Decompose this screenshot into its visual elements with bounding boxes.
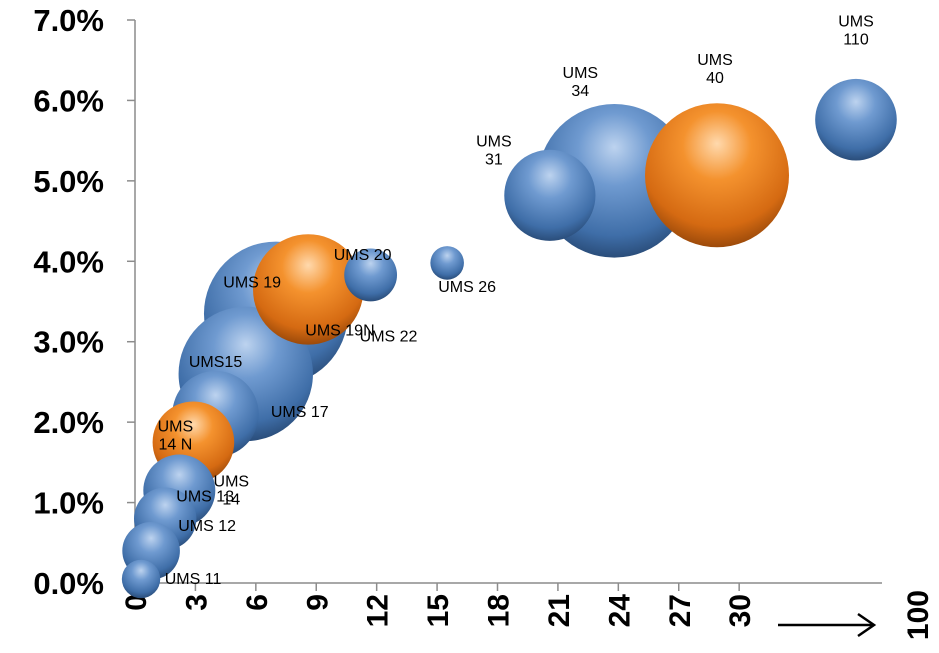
x-ticks: 0 3 6 9 12 15 18 21 24 27 30	[120, 583, 757, 627]
y-tick-label: 1.0%	[33, 486, 104, 521]
bubble-label: UMS 17	[271, 404, 329, 421]
bubble-label: UMS	[838, 14, 874, 31]
x-tick-label: 15	[422, 594, 455, 627]
x-axis-end-label: 100	[902, 590, 935, 640]
axis-continuation-arrow	[778, 612, 877, 638]
x-tick-label: 27	[664, 594, 697, 627]
y-tick-label: 6.0%	[33, 83, 104, 118]
y-tick-label: 3.0%	[33, 325, 104, 360]
y-tick-label: 7.0%	[33, 3, 104, 38]
bubble	[815, 78, 897, 161]
bubble-label: UMS 19	[223, 274, 281, 291]
bubble-label: UMS	[563, 65, 599, 82]
y-tick-label: 0.0%	[33, 566, 104, 601]
bubble	[504, 149, 596, 241]
bubble-label: UMS 12	[178, 518, 236, 535]
bubble-label: 14	[222, 492, 240, 509]
bubble-label: UMS	[158, 418, 194, 435]
bubble-label: UMS 22	[360, 328, 418, 345]
x-tick-label: 12	[362, 594, 395, 627]
bubble-label: UMS	[476, 133, 512, 150]
bubble	[252, 234, 364, 345]
arrow-head-icon	[857, 612, 877, 638]
y-tick-label: 4.0%	[33, 244, 104, 279]
bubble	[344, 248, 398, 302]
bubble-label: UMS15	[189, 354, 242, 371]
bubble	[430, 246, 464, 280]
bubble-label: UMS	[697, 52, 733, 69]
x-tick-label: 21	[543, 594, 576, 627]
x-tick-label: 30	[724, 594, 757, 627]
x-tick-label: 18	[483, 594, 516, 627]
bubble-label: UMS	[214, 474, 250, 491]
x-tick-label: 0	[120, 594, 153, 611]
bubble	[645, 103, 790, 248]
bubble-label: UMS 26	[438, 279, 496, 296]
y-tick-label: 5.0%	[33, 164, 104, 199]
bubble	[121, 559, 161, 599]
y-tick-label: 2.0%	[33, 405, 104, 440]
bubble-label: 110	[843, 32, 869, 49]
bubble-label: 34	[571, 83, 589, 100]
bubble-label: UMS 13	[176, 489, 234, 506]
x-tick-label: 9	[301, 594, 334, 611]
bubble-label: 40	[706, 70, 724, 87]
bubble-label: 31	[485, 151, 503, 168]
bubble-label: UMS 19N	[305, 323, 374, 340]
x-tick-label: 3	[180, 594, 213, 611]
x-tick-label: 24	[603, 594, 636, 628]
bubble-label: UMS 11	[165, 571, 222, 588]
x-tick-label: 6	[241, 594, 274, 611]
bubble-label: UMS 20	[334, 247, 392, 264]
y-ticks: 0.0% 1.0% 2.0% 3.0% 4.0% 5.0% 6.0% 7.0%	[33, 3, 135, 601]
bubble-series	[121, 78, 897, 599]
bubble-label: 14 N	[159, 436, 193, 453]
